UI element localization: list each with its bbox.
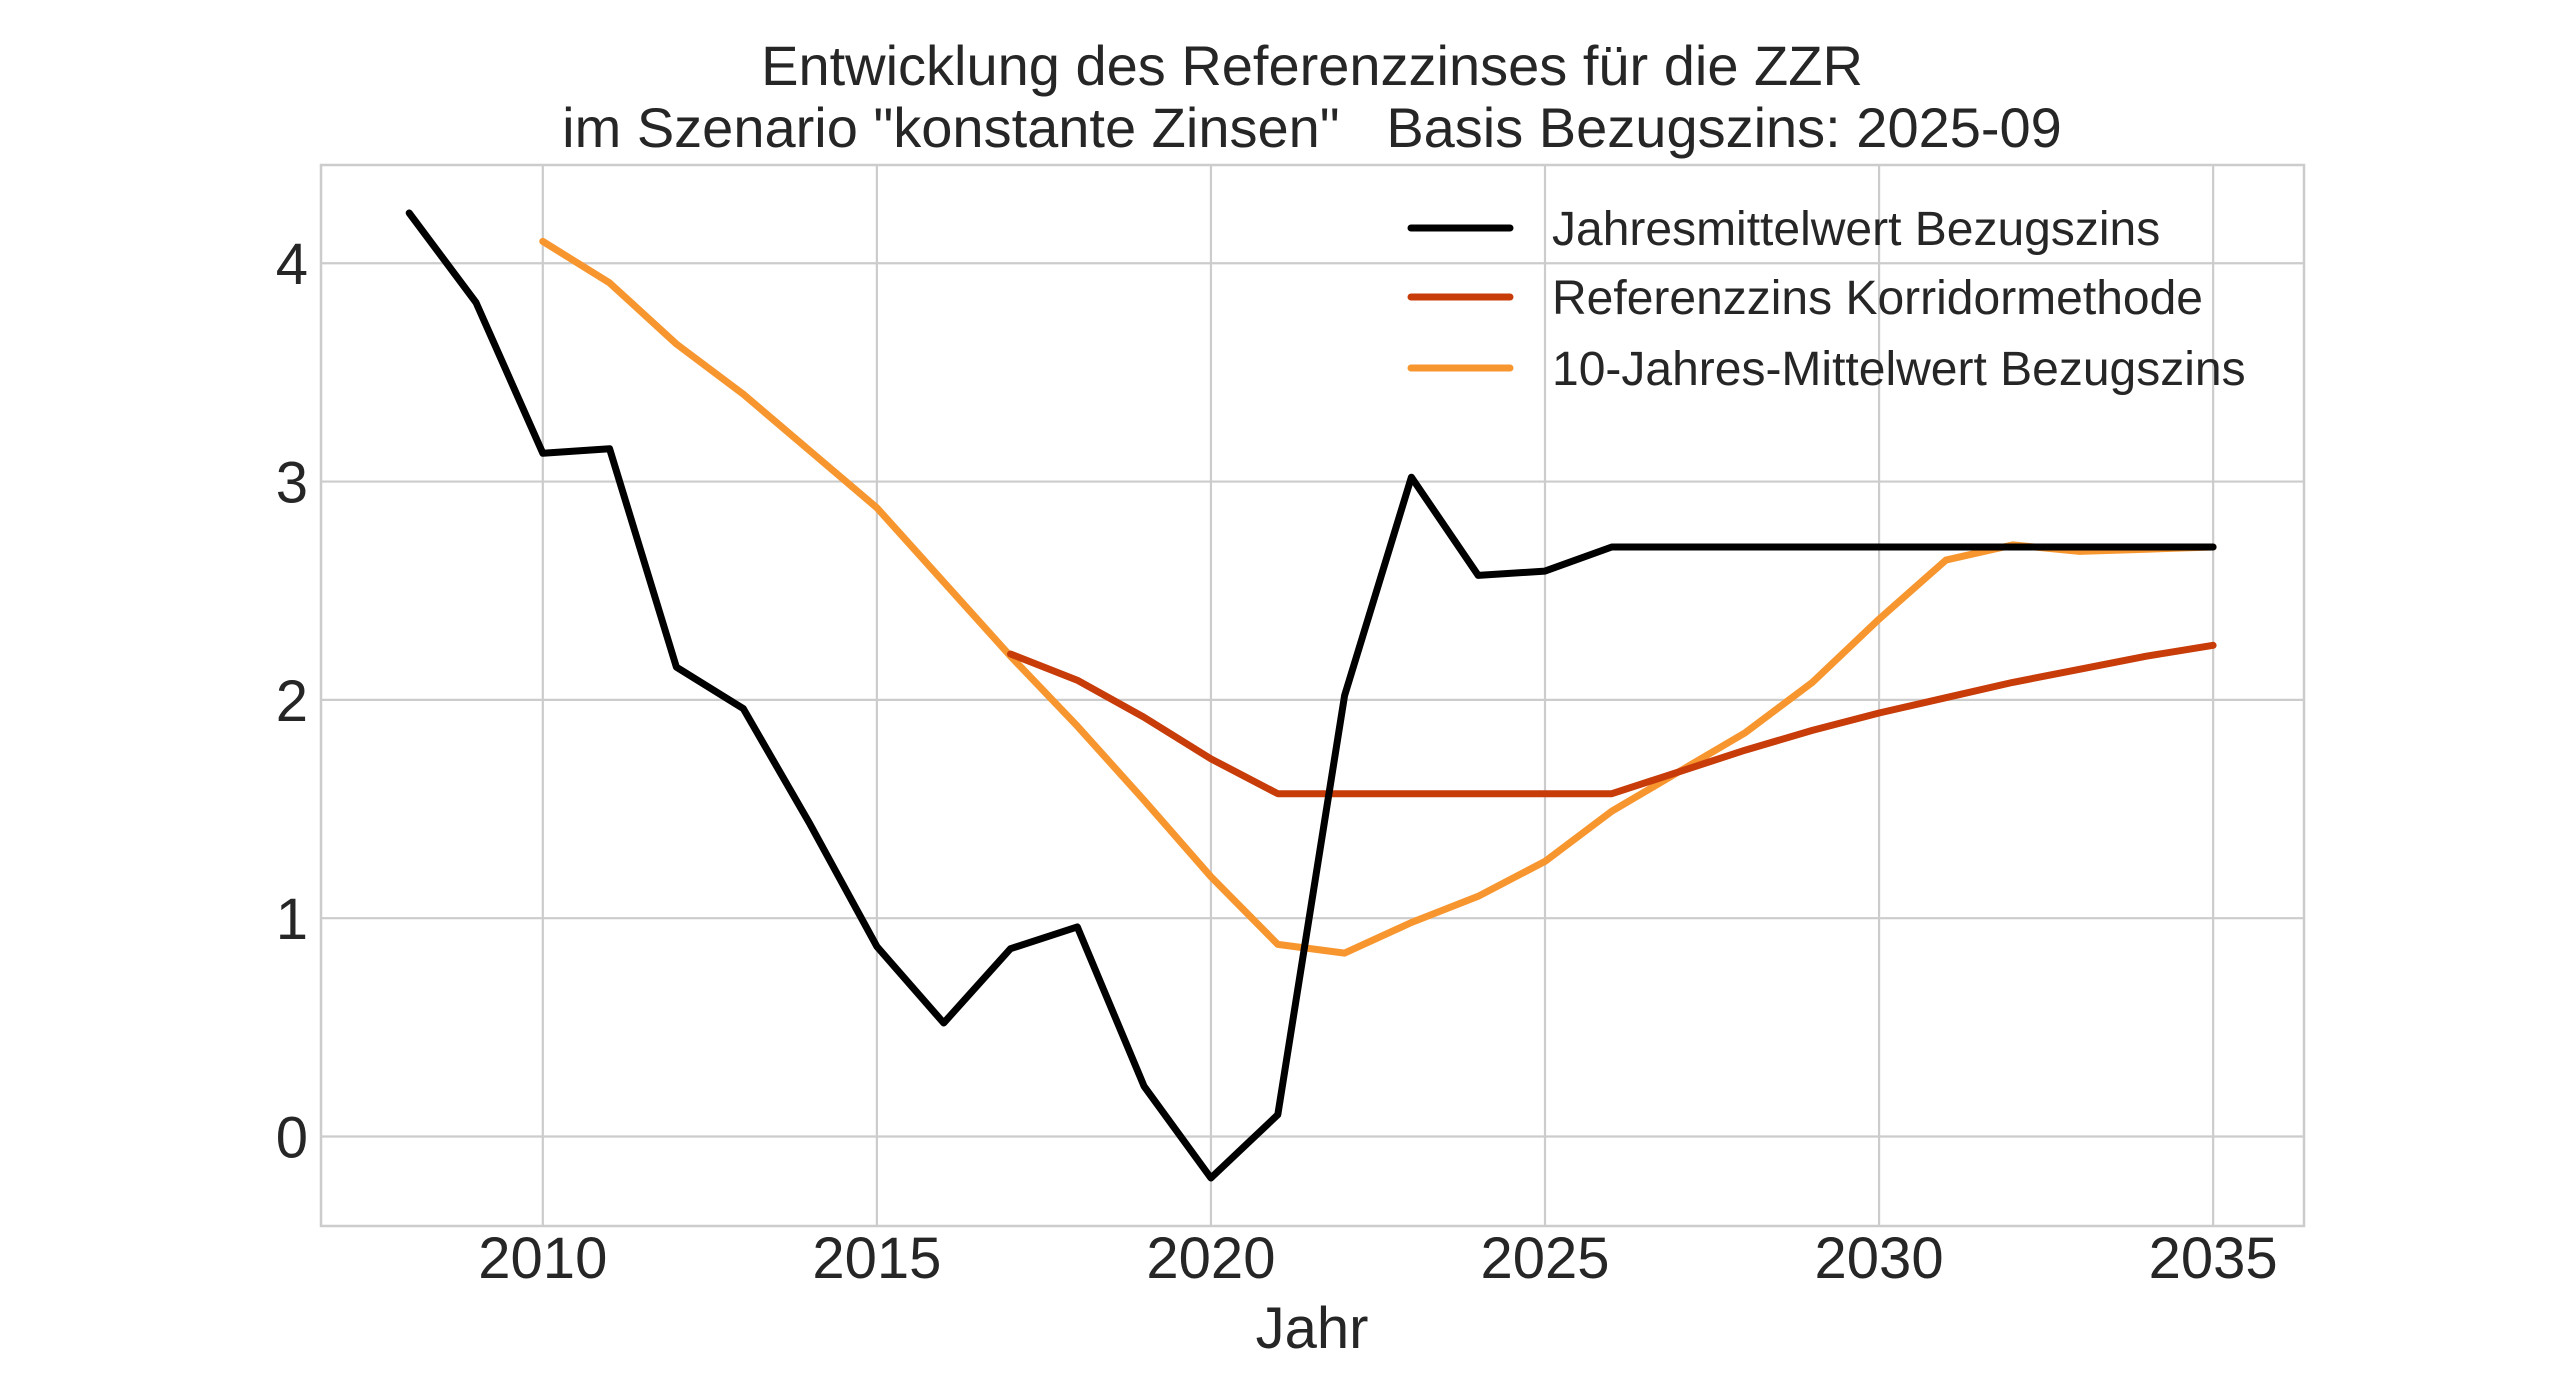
y-gridlines [321, 262, 2304, 1138]
legend: Jahresmittelwert Bezugszins Referenzzins… [1407, 203, 2246, 396]
x-gridlines [541, 165, 2215, 1226]
legend-label: 10-Jahres-Mittelwert Bezugszins [1552, 343, 2246, 396]
y-tick-label: 2 [276, 669, 308, 734]
plot-frame [319, 163, 2306, 1228]
x-tick-labels: 2010 2015 2020 2025 2030 2035 [478, 1226, 2277, 1291]
y-tick-label: 4 [276, 232, 308, 297]
legend-label: Referenzzins Korridormethode [1552, 272, 2203, 325]
legend-item-10-jahres-mittelwert: 10-Jahres-Mittelwert Bezugszins [1407, 343, 2246, 396]
series-0 [405, 209, 2217, 1182]
y-tick-labels: 0 1 2 3 4 [276, 232, 308, 1170]
y-tick-label: 1 [276, 887, 308, 952]
x-axis-label: Jahr [1256, 1296, 1369, 1361]
x-tick-label: 2030 [1815, 1226, 1944, 1291]
chart-title-line-2: im Szenario "konstante Zinsen" Basis Bez… [562, 96, 2062, 159]
y-tick-label: 0 [276, 1105, 308, 1170]
series-2 [539, 237, 2217, 957]
x-tick-label: 2015 [812, 1226, 941, 1291]
series-line [405, 209, 2217, 1182]
series-1 [1007, 641, 2217, 798]
chart-title-line-1: Entwicklung des Referenzzinses für die Z… [761, 34, 1863, 97]
x-tick-label: 2020 [1146, 1226, 1275, 1291]
legend-item-jahresmittelwert: Jahresmittelwert Bezugszins [1407, 203, 2160, 256]
series-line [539, 237, 2217, 957]
y-tick-label: 3 [276, 451, 308, 516]
x-tick-label: 2035 [2149, 1226, 2278, 1291]
legend-label: Jahresmittelwert Bezugszins [1552, 203, 2160, 256]
legend-item-referenzzins: Referenzzins Korridormethode [1407, 272, 2203, 325]
x-tick-label: 2025 [1480, 1226, 1609, 1291]
x-tick-label: 2010 [478, 1226, 607, 1291]
series-layer [405, 209, 2217, 1182]
